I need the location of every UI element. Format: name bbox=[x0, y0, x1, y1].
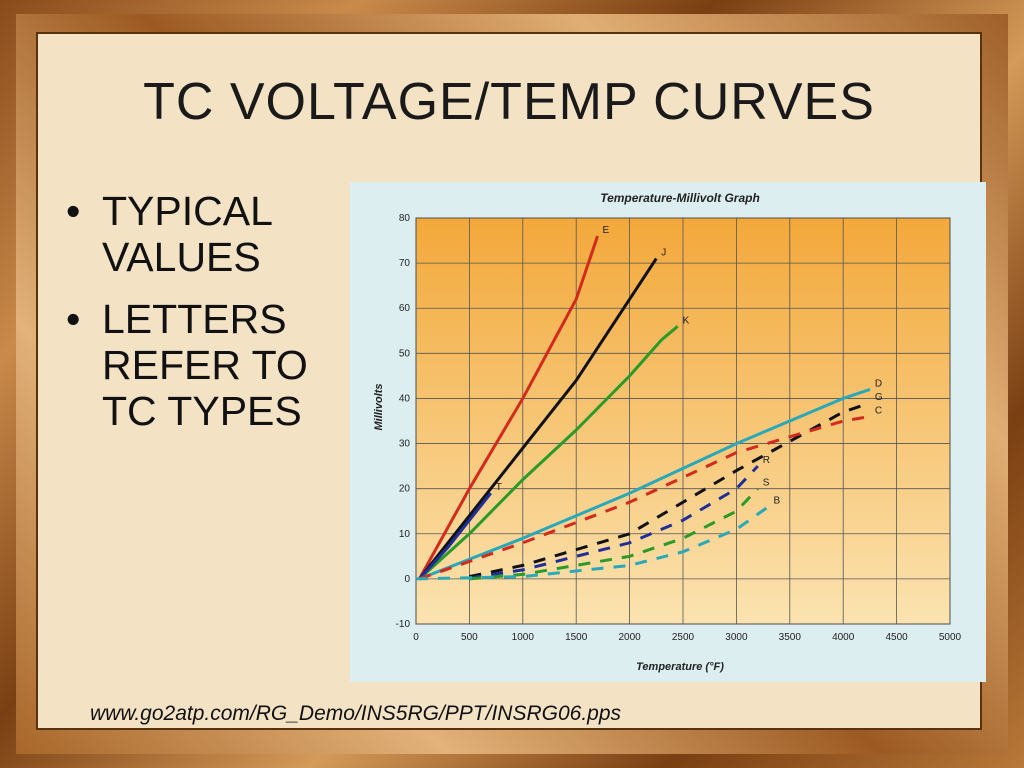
bullet-list: • TYPICAL VALUES • LETTERS REFER TO TC TYP… bbox=[66, 188, 356, 450]
source-url[interactable]: www.go2atp.com/RG_Demo/INS5RG/PPT/INSRG0… bbox=[90, 702, 622, 725]
bullet-text: TYPICAL VALUES bbox=[102, 188, 272, 280]
y-tick-label: 60 bbox=[399, 303, 411, 314]
temperature-millivolt-chart: Temperature-Millivolt Graph 0 500 1000 1500… bbox=[373, 191, 962, 673]
series-line-k bbox=[418, 325, 679, 581]
grid-lines bbox=[415, 217, 951, 625]
chart-title: Temperature-Millivolt Graph bbox=[600, 191, 760, 205]
y-tick-label: 40 bbox=[399, 393, 411, 404]
y-tick-label: 50 bbox=[399, 348, 411, 359]
y-tick-label: 10 bbox=[399, 529, 411, 540]
x-tick-label: 2500 bbox=[672, 632, 695, 643]
x-tick-label: 500 bbox=[461, 632, 478, 643]
x-tick-label: 5000 bbox=[939, 632, 962, 643]
series-label-t: T bbox=[496, 482, 502, 493]
series-line-d bbox=[418, 387, 871, 581]
series-label-e: E bbox=[603, 225, 610, 236]
series-label-b: B bbox=[773, 496, 780, 507]
series-line-e bbox=[418, 235, 600, 580]
y-axis-label: Millivolts bbox=[373, 383, 385, 430]
x-tick-label: 2000 bbox=[618, 632, 641, 643]
y-tick-label: 80 bbox=[399, 213, 411, 224]
x-tick-label: 4000 bbox=[832, 632, 855, 643]
x-tick-label: 0 bbox=[413, 632, 419, 643]
x-axis-label: Temperature (°F) bbox=[636, 661, 724, 673]
bullet-dot: • bbox=[66, 188, 81, 234]
series-label-g: G bbox=[875, 392, 883, 403]
y-tick-label: 20 bbox=[399, 484, 411, 495]
x-tick-label: 3000 bbox=[725, 632, 748, 643]
series-label-r: R bbox=[763, 455, 770, 466]
bullet-item: • TYPICAL VALUES bbox=[66, 188, 356, 280]
x-tick-label: 1000 bbox=[512, 632, 535, 643]
x-tick-label: 4500 bbox=[885, 632, 908, 643]
series-labels: E J K T DGC R SB bbox=[496, 225, 883, 507]
slide: TC VOLTAGE/TEMP CURVES • TYPICAL VALUES •… bbox=[36, 32, 986, 730]
series-label-d: D bbox=[875, 378, 882, 389]
series-label-s: S bbox=[763, 478, 770, 489]
series-line-j bbox=[418, 257, 658, 580]
series-label-k: K bbox=[683, 315, 690, 326]
chart-panel: Temperature-Millivolt Graph 0 500 1000 1500… bbox=[350, 182, 986, 682]
x-tick-labels: 0 500 1000 1500 2000 2500 3000 3500 4000 4500 5000 bbox=[413, 632, 961, 643]
series-line-b bbox=[415, 505, 770, 581]
y-tick-label: 0 bbox=[404, 574, 410, 585]
bullet-text: LETTERS REFER TO TC TYPES bbox=[102, 296, 308, 434]
y-tick-labels: -10 0 10 20 30 40 50 60 70 80 bbox=[396, 213, 411, 630]
series-line-c bbox=[418, 415, 871, 581]
series-line-t bbox=[418, 492, 492, 580]
series-label-j: J bbox=[661, 248, 666, 259]
slide-title: TC VOLTAGE/TEMP CURVES bbox=[143, 73, 875, 131]
series-line-r bbox=[469, 465, 759, 580]
series-lines bbox=[415, 235, 871, 581]
bullet-item: • LETTERS REFER TO TC TYPES bbox=[66, 296, 356, 434]
x-tick-label: 3500 bbox=[779, 632, 802, 643]
series-label-c: C bbox=[875, 405, 882, 416]
series-line-s bbox=[469, 487, 759, 581]
series-line-g bbox=[469, 401, 871, 579]
y-tick-label: -10 bbox=[396, 619, 411, 630]
bullet-dot: • bbox=[66, 296, 81, 342]
y-tick-label: 30 bbox=[399, 439, 411, 450]
y-tick-label: 70 bbox=[399, 258, 411, 269]
x-tick-label: 1500 bbox=[565, 632, 588, 643]
